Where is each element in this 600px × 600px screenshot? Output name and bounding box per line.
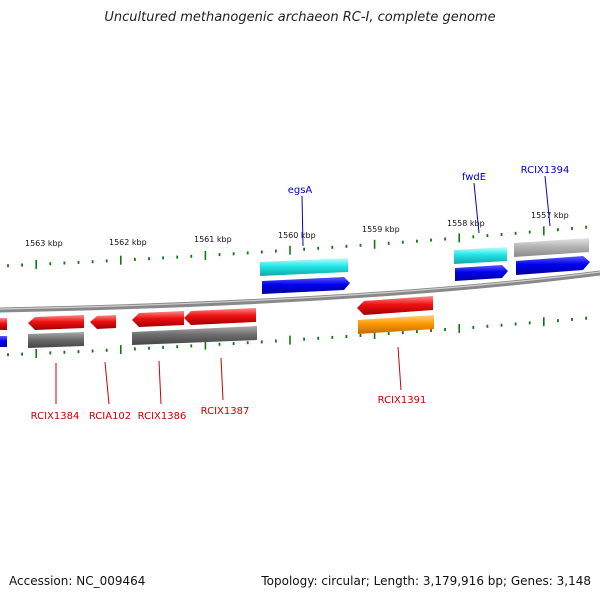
gene-arrow-blue[interactable] [262,277,350,294]
kbp-label: 1560 kbp [278,231,316,240]
gene-leader-lines [55,175,551,405]
kbp-label: 1561 kbp [194,235,232,244]
leader-line [104,361,110,405]
gene-labels: egsA fwdE RCIX1394 RCIX1384 RCIA102 RCIX… [31,165,570,422]
gene-arrow-cyan[interactable] [260,258,348,276]
gene-label-fwde[interactable]: fwdE [462,172,486,183]
gene-arrow-gray[interactable] [132,326,257,345]
gene-label-egsa[interactable]: egsA [288,185,313,196]
kbp-label: 1559 kbp [362,225,400,234]
gene-label-rcix1386[interactable]: RCIX1386 [138,411,187,422]
kbp-label: 1557 kbp [531,211,569,220]
genome-backbone [0,270,600,313]
tick-marks [7,225,587,358]
gene-arrow-red[interactable] [184,308,256,325]
gene-arrow-red[interactable] [0,318,7,330]
leader-line [301,195,304,247]
gene-arrow-blue[interactable] [516,256,590,275]
gene-label-rcix1387[interactable]: RCIX1387 [201,406,250,417]
genome-backbone-highlight [0,271,600,310]
gene-label-rcix1391[interactable]: RCIX1391 [378,395,427,406]
gene-arrow-red[interactable] [28,315,84,330]
kbp-labels: 1563 kbp 1562 kbp 1561 kbp 1560 kbp 1559… [25,211,569,248]
gene-arrow-orange[interactable] [358,315,434,334]
gene-arrow-cyan[interactable] [454,247,507,264]
leader-line [544,175,551,227]
gene-arrow-blue[interactable] [0,336,7,347]
leader-line [158,360,162,405]
gene-arrow-gray[interactable] [28,332,84,348]
gene-label-rcix1394[interactable]: RCIX1394 [521,165,570,176]
gene-arrow-red[interactable] [357,296,433,315]
kbp-label: 1562 kbp [109,238,147,247]
gene-arrow-blue[interactable] [455,265,508,281]
gene-arrow-red[interactable] [132,311,184,327]
kbp-label: 1558 kbp [447,219,485,228]
gene-label-rcix1384[interactable]: RCIX1384 [31,411,80,422]
page-title: Uncultured methanogenic archaeon RC-I, c… [104,10,496,25]
leader-line [473,182,480,234]
leader-line [397,346,402,391]
gene-arrow-red[interactable] [90,315,116,329]
reverse-strand-genes [0,296,434,348]
genome-summary-text: Topology: circular; Length: 3,179,916 bp… [261,574,591,588]
gene-label-rcia102[interactable]: RCIA102 [89,411,131,422]
forward-strand-genes [260,238,590,294]
gene-arrow-lightgray[interactable] [514,238,589,257]
kbp-label: 1563 kbp [25,239,63,248]
leader-line [220,357,224,401]
accession-text: Accession: NC_009464 [9,574,146,588]
